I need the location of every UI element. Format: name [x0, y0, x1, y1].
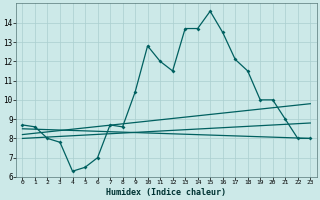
X-axis label: Humidex (Indice chaleur): Humidex (Indice chaleur) — [106, 188, 226, 197]
